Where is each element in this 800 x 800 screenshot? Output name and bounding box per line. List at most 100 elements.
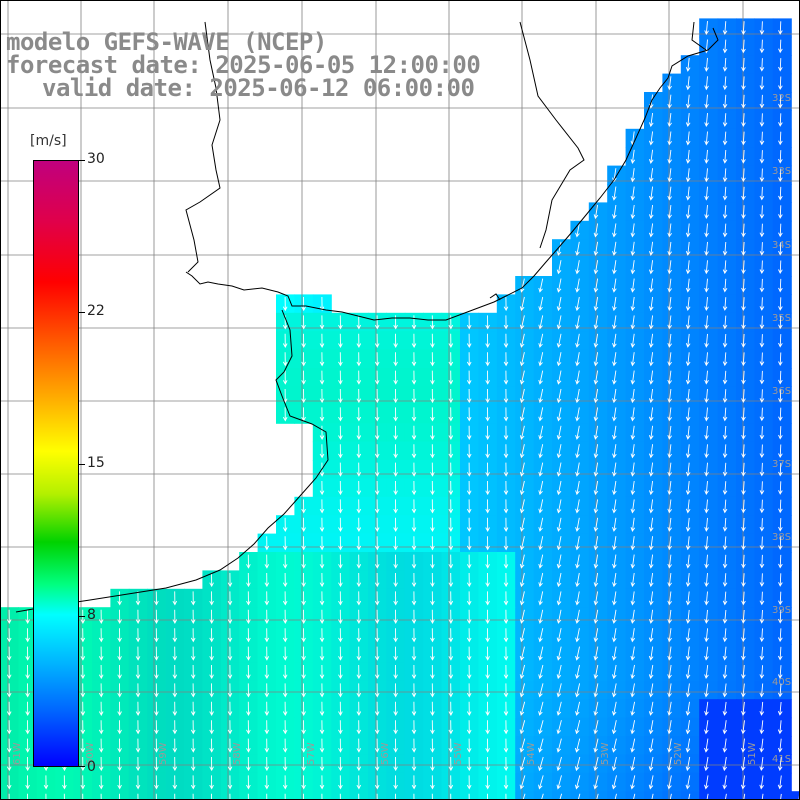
- wind-arrow: [338, 388, 343, 404]
- wind-arrow: [411, 554, 417, 569]
- wind-arrow: [135, 738, 141, 753]
- wind-arrow: [246, 646, 251, 661]
- wind-arrow: [759, 738, 765, 753]
- wind-arrow: [411, 388, 417, 404]
- wind-arrow: [356, 425, 362, 440]
- wind-speed-cell: [754, 754, 774, 774]
- wind-arrow: [466, 499, 472, 514]
- wind-arrow: [556, 664, 562, 680]
- wind-speed-cell: [662, 165, 682, 185]
- wind-arrow: [759, 757, 764, 772]
- wind-arrow: [596, 793, 599, 800]
- wind-speed-cell: [588, 331, 608, 351]
- wind-arrow: [319, 352, 325, 367]
- wind-speed-cell: [717, 772, 737, 792]
- wind-arrow: [282, 646, 288, 661]
- wind-arrow: [648, 720, 654, 735]
- wind-arrow: [301, 315, 306, 330]
- wind-speed-cell: [515, 533, 535, 553]
- wind-speed-cell: [588, 312, 608, 332]
- wind-arrow: [759, 297, 765, 311]
- wind-speed-cell: [533, 331, 553, 351]
- wind-speed-cell: [699, 276, 719, 295]
- wind-arrow: [538, 628, 544, 643]
- wind-speed-cell: [607, 625, 627, 645]
- wind-arrow: [704, 517, 709, 532]
- wind-arrow: [117, 756, 122, 772]
- wind-arrow: [630, 425, 636, 440]
- wind-arrow: [519, 738, 526, 753]
- wind-arrow: [556, 775, 562, 790]
- wind-speed-cell: [515, 478, 535, 498]
- wind-speed-cell: [607, 276, 627, 295]
- wind-arrow: [759, 646, 765, 661]
- wind-arrow: [630, 701, 636, 716]
- wind-arrow: [301, 775, 306, 790]
- wind-arrow: [301, 756, 306, 772]
- wind-arrow: [630, 756, 636, 772]
- wind-arrow: [648, 536, 654, 551]
- wind-arrow: [648, 260, 654, 275]
- wind-speed-cell: [717, 552, 737, 571]
- wind-arrow: [374, 370, 380, 385]
- wind-arrow: [593, 444, 599, 459]
- wind-arrow: [448, 444, 454, 459]
- wind-arrow: [722, 609, 728, 624]
- wind-speed-cell: [644, 239, 663, 259]
- wind-arrow: [135, 664, 141, 680]
- wind-arrow: [704, 333, 709, 348]
- wind-speed-cell: [736, 588, 755, 608]
- wind-arrow: [374, 554, 380, 569]
- wind-speed-cell: [680, 699, 700, 719]
- wind-arrow: [374, 628, 380, 643]
- wind-arrow: [227, 775, 233, 790]
- wind-speed-cell: [680, 239, 700, 259]
- wind-speed-cell: [588, 736, 608, 755]
- wind-arrow: [338, 701, 343, 716]
- wind-arrow: [759, 775, 764, 790]
- wind-arrow: [485, 333, 490, 348]
- wind-arrow: [759, 628, 765, 643]
- wind-arrow: [759, 591, 765, 606]
- wind-arrow: [575, 536, 580, 551]
- wind-arrow: [338, 664, 343, 680]
- wind-arrow: [685, 113, 691, 128]
- wind-arrow: [80, 775, 86, 790]
- wind-arrow: [356, 517, 362, 532]
- wind-arrow: [704, 738, 709, 753]
- wind-arrow: [741, 352, 746, 367]
- wind-arrow: [685, 591, 691, 606]
- wind-arrow: [411, 315, 417, 330]
- wind-speed-cell: [644, 570, 663, 590]
- wind-arrow: [648, 186, 654, 201]
- wind-arrow: [759, 39, 765, 54]
- wind-speed-cell: [570, 239, 590, 259]
- wind-arrow: [466, 444, 472, 459]
- wind-arrow: [503, 480, 509, 496]
- wind-arrow: [393, 775, 398, 790]
- wind-arrow: [172, 628, 178, 643]
- wind-arrow: [704, 756, 709, 772]
- wind-speed-cell: [607, 368, 627, 387]
- wind-speed-cell: [588, 349, 608, 369]
- wind-arrow: [778, 536, 783, 551]
- wind-arrow: [632, 793, 636, 800]
- wind-arrow: [648, 352, 654, 367]
- wind-speed-cell: [754, 294, 774, 314]
- wind-arrow: [246, 591, 251, 606]
- wind-arrow: [393, 628, 398, 643]
- wind-arrow: [374, 444, 380, 459]
- wind-speed-cell: [570, 404, 590, 424]
- wind-arrow: [338, 720, 343, 735]
- wind-speed-cell: [607, 772, 627, 792]
- wind-arrow: [741, 76, 746, 91]
- wind-arrow: [303, 793, 305, 800]
- wind-arrow: [575, 628, 580, 643]
- wind-arrow: [411, 701, 417, 716]
- wind-arrow: [593, 572, 599, 588]
- wind-speed-cell: [736, 478, 755, 498]
- wind-speed-cell: [588, 276, 608, 295]
- wind-arrow: [667, 333, 672, 348]
- wind-speed-cell: [736, 386, 755, 406]
- wind-speed-cell: [644, 478, 663, 498]
